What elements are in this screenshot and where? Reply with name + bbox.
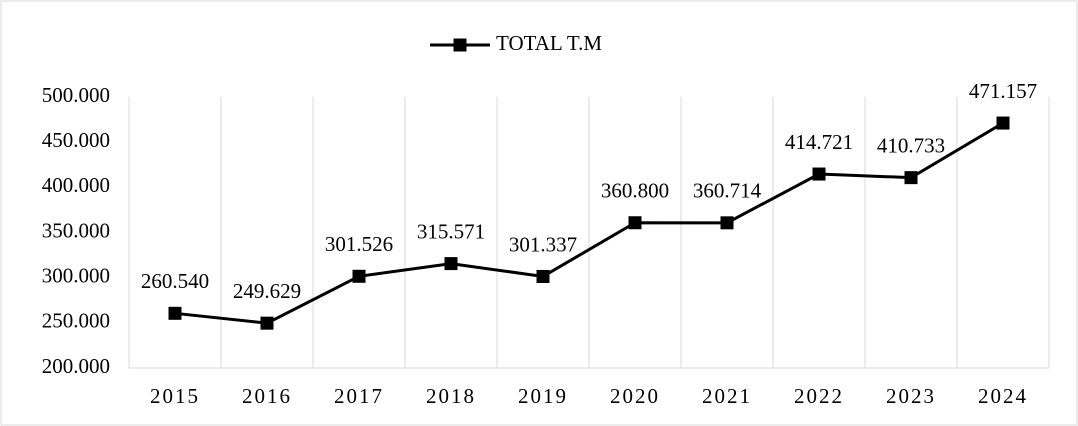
x-tick-label: 2019 xyxy=(518,384,568,408)
x-tick-label: 2015 xyxy=(150,384,200,408)
y-tick-label: 400.000 xyxy=(42,173,110,197)
x-tick-label: 2021 xyxy=(702,384,752,408)
data-point xyxy=(536,269,550,283)
data-point xyxy=(904,171,918,185)
legend-label: TOTAL T.M xyxy=(496,31,602,55)
x-tick-label: 2023 xyxy=(886,384,936,408)
y-tick-label: 500.000 xyxy=(42,83,110,107)
data-point xyxy=(628,216,642,230)
y-tick-label: 250.000 xyxy=(42,309,110,333)
data-point xyxy=(168,306,182,320)
y-tick-label: 450.000 xyxy=(42,128,110,152)
x-tick-label: 2016 xyxy=(242,384,292,408)
data-label: 471.157 xyxy=(969,79,1037,103)
x-tick-label: 2022 xyxy=(794,384,844,408)
x-tick-label: 2018 xyxy=(426,384,476,408)
data-label: 360.714 xyxy=(693,179,762,203)
y-tick-label: 300.000 xyxy=(42,263,110,287)
data-label: 260.540 xyxy=(141,269,209,293)
data-point xyxy=(996,116,1010,130)
data-point xyxy=(352,269,366,283)
data-label: 360.800 xyxy=(601,179,669,203)
series-line xyxy=(174,121,1004,325)
data-point xyxy=(444,257,458,271)
data-point xyxy=(720,216,734,230)
data-point xyxy=(812,167,826,181)
data-point xyxy=(260,316,274,330)
y-tick-label: 350.000 xyxy=(42,218,110,242)
data-label: 301.526 xyxy=(325,232,393,256)
x-tick-label: 2017 xyxy=(334,384,384,408)
legend-marker xyxy=(453,38,467,52)
data-label: 410.733 xyxy=(877,133,945,157)
data-label: 301.337 xyxy=(509,232,577,256)
data-label: 315.571 xyxy=(417,219,485,243)
x-tick-label: 2024 xyxy=(978,384,1028,408)
data-label: 414.721 xyxy=(785,130,853,154)
y-tick-label: 200.000 xyxy=(42,354,110,378)
data-label: 249.629 xyxy=(233,279,301,303)
x-tick-label: 2020 xyxy=(610,384,660,408)
